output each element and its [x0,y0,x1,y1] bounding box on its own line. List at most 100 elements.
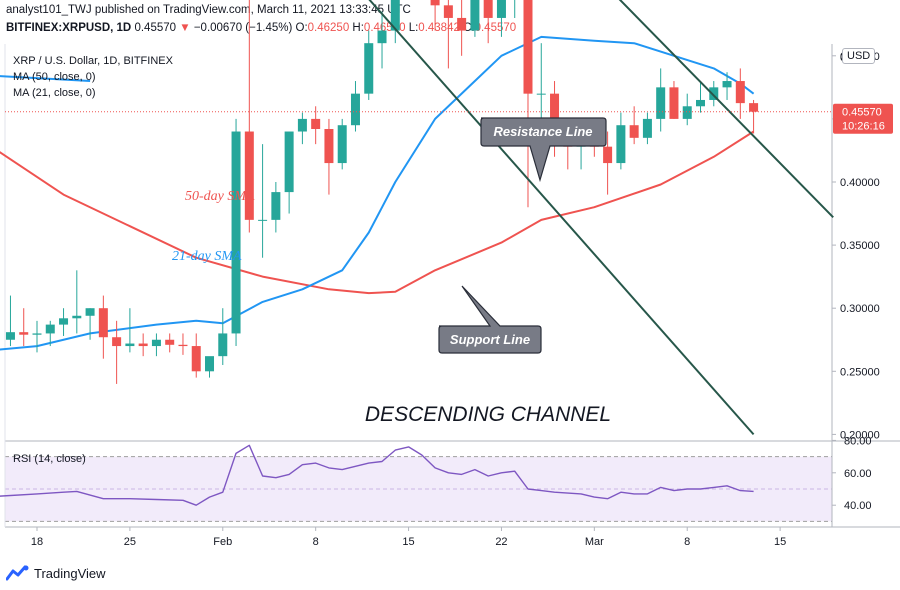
tradingview-logo[interactable]: TradingView [6,565,106,581]
candle [112,320,122,384]
chart-legend-title: XRP / U.S. Dollar, 1D, BITFINEX [13,55,173,67]
candle-body [112,337,122,347]
candle-body [125,343,135,347]
x-tick-label: 22 [495,536,507,548]
candle-body [656,87,666,119]
candle [72,270,82,334]
candle-body [390,0,400,31]
rsi-y-tick-label: 40.00 [844,500,872,512]
price-pane [5,44,832,440]
candle [470,0,480,37]
candle-body [98,308,108,338]
candle-body [443,5,453,18]
candle [443,0,453,69]
candle [536,43,546,132]
x-tick-label: Mar [585,536,604,548]
low-label: L: [408,22,419,34]
candle-body [85,308,95,316]
ma21-legend[interactable]: MA (21, close, 0) [13,87,96,99]
candle [350,81,360,132]
candle [32,320,42,353]
candle-body [616,125,626,164]
candle-body [59,318,69,325]
candle-body [218,333,228,357]
candle-body [284,131,294,193]
candle-body [258,219,268,221]
candle-body [536,93,546,95]
rsi-y-tick-label: 80.00 [844,435,872,447]
candle [682,93,692,126]
candle-body [550,93,560,132]
resistance-callout [480,117,607,183]
candle-body [735,81,745,104]
candle [656,68,666,132]
candle-body [682,106,692,119]
candle-body [231,131,241,334]
candle [98,295,108,359]
down-arrow-icon: ▼ [179,22,191,34]
candle-body [5,332,15,340]
symbol-ohlc-line: BITFINEX:XRPUSD, 1D 0.45570 ▼ −0.00670 (… [6,22,516,34]
last-price-tag-label: 0.45570 [842,107,882,119]
candle [258,144,268,258]
candle-body [297,118,307,132]
candle [496,0,506,37]
candle-body [165,339,175,345]
candle-body [496,0,506,18]
candle [244,0,254,233]
candle-body [151,339,161,347]
candle-body [749,103,759,112]
sma21-label: 21-day SMA [172,249,242,264]
currency-badge[interactable]: USD [842,48,876,64]
high-label: H: [352,22,364,34]
candle [642,112,652,145]
open-value: 0.46250 [307,22,350,34]
candle [125,308,135,353]
candle [138,333,148,357]
candle [59,308,69,336]
tradingview-brand: TradingView [34,565,106,581]
candle [669,81,679,119]
support-callout [438,285,542,354]
candle-body [523,0,533,94]
candle-body [311,118,321,129]
candle-body [629,125,639,138]
candle-body [138,343,148,347]
candle [19,308,29,347]
candle-body [364,43,374,94]
candle-body [483,0,493,18]
candle [457,0,467,56]
ma21-line [0,35,755,351]
candle-body [696,99,705,107]
candle-body [337,125,347,164]
candle [191,333,201,378]
open-label: O: [295,22,308,34]
candle [616,112,626,170]
candle-body [244,131,254,220]
rsi-line [0,444,754,506]
candle-body [32,333,42,335]
channel-label: DESCENDING CHANNEL [365,403,611,426]
x-tick-label: 15 [402,536,414,548]
publisher-line: analyst101_TWJ published on TradingView.… [6,4,411,16]
rsi-legend[interactable]: RSI (14, close) [13,453,86,465]
candle [364,30,374,100]
candle [603,131,613,195]
candle [337,118,347,170]
candle [205,356,215,378]
candle [377,11,387,69]
candle [85,308,95,340]
low-value: 0.43842 [418,22,460,34]
candle-body [45,324,55,334]
last-price: 0.45570 [134,22,177,34]
candle [735,68,745,119]
candle [311,106,321,145]
candle-body [722,81,732,88]
candle [284,131,294,214]
tradingview-logo-icon [6,565,29,581]
last-price-tag [833,103,893,134]
candle-body [205,356,215,372]
candle-body [470,0,480,31]
ma50-legend[interactable]: MA (50, close, 0) [13,71,96,83]
